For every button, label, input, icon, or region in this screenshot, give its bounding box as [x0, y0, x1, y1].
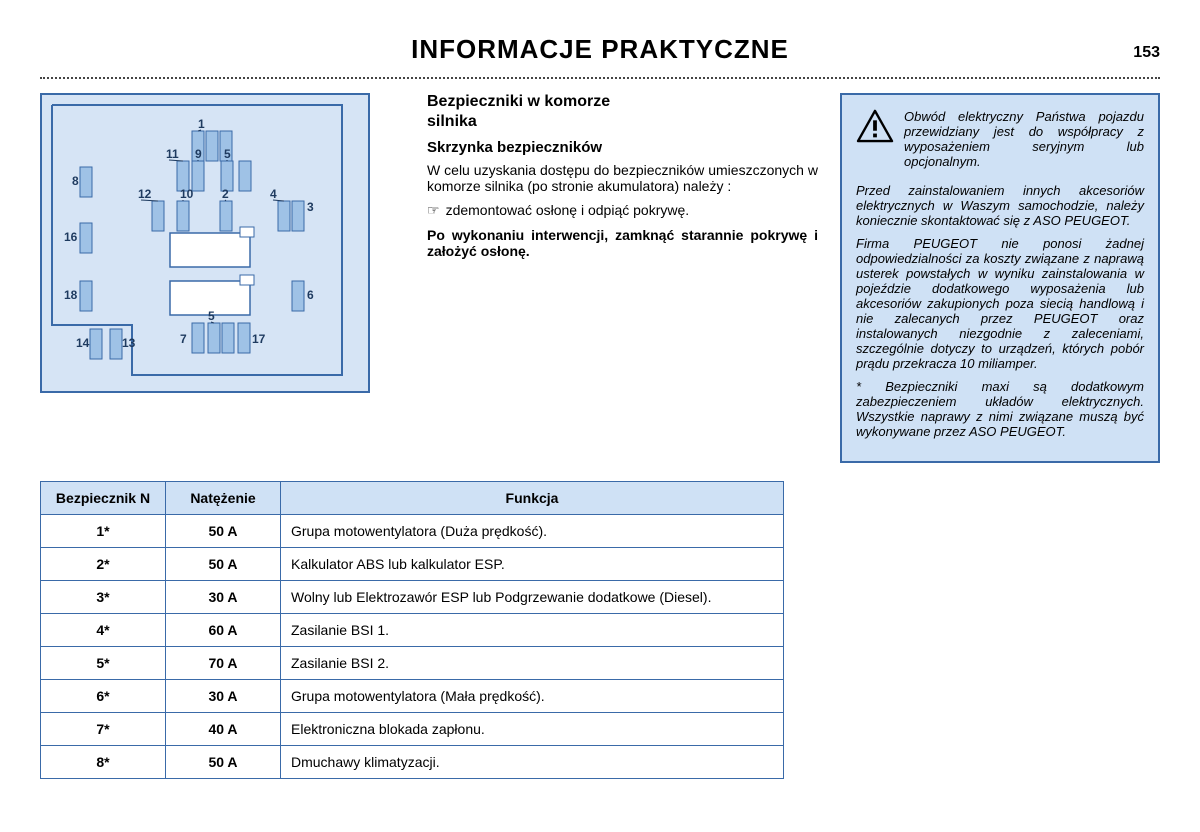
fuse-table: Bezpiecznik N Natężenie Funkcja 1*50 AGr…	[40, 481, 784, 779]
subsection-heading: Skrzynka bezpieczników	[427, 139, 818, 156]
table-row: 4*60 AZasilanie BSI 1.	[41, 614, 784, 647]
cell-amperage: 50 A	[166, 548, 281, 581]
table-row: 8*50 ADmuchawy klimatyzacji.	[41, 746, 784, 779]
warning-p3: Firma PEUGEOT nie ponosi żadnej odpowied…	[856, 236, 1144, 371]
fusebox-svg: 11195121028161813143461775	[42, 95, 368, 391]
cell-fuse-number: 8*	[41, 746, 166, 779]
svg-text:11: 11	[166, 147, 179, 161]
warning-p4: * Bezpieczniki maxi są dodatkowym zabezp…	[856, 379, 1144, 439]
middle-column: Bezpieczniki w komorze silnika Skrzynka …	[427, 93, 818, 463]
warning-box: Obwód elektryczny Państwa pojazdu przewi…	[840, 93, 1160, 463]
warning-p1: Obwód elektryczny Państwa pojazdu przewi…	[904, 109, 1144, 169]
th-function: Funkcja	[281, 482, 784, 515]
cell-fuse-number: 4*	[41, 614, 166, 647]
cell-function: Wolny lub Elektrozawór ESP lub Podgrzewa…	[281, 581, 784, 614]
table-header-row: Bezpiecznik N Natężenie Funkcja	[41, 482, 784, 515]
svg-text:6: 6	[307, 288, 314, 302]
warning-p2: Przed zainstalowaniem innych akcesoriów …	[856, 183, 1144, 228]
svg-text:8: 8	[72, 174, 79, 188]
cell-fuse-number: 7*	[41, 713, 166, 746]
cell-amperage: 50 A	[166, 746, 281, 779]
table-row: 2*50 AKalkulator ABS lub kalkulator ESP.	[41, 548, 784, 581]
left-column: 11195121028161813143461775	[40, 93, 405, 463]
bullet-marker: ☞	[427, 202, 440, 219]
svg-text:16: 16	[64, 230, 78, 244]
warning-header-row: Obwód elektryczny Państwa pojazdu przewi…	[856, 109, 1144, 177]
cell-function: Grupa motowentylatora (Duża prędkość).	[281, 515, 784, 548]
svg-text:14: 14	[76, 336, 90, 350]
section-heading-line1: Bezpieczniki w komorze	[427, 93, 818, 111]
svg-text:5: 5	[208, 309, 215, 323]
bullet-item: ☞ zdemontować osłonę i odpiąć pokrywę.	[427, 202, 818, 219]
cell-amperage: 60 A	[166, 614, 281, 647]
svg-text:9: 9	[195, 147, 202, 161]
cell-amperage: 70 A	[166, 647, 281, 680]
cell-function: Kalkulator ABS lub kalkulator ESP.	[281, 548, 784, 581]
table-row: 7*40 AElektroniczna blokada zapłonu.	[41, 713, 784, 746]
fusebox-diagram: 11195121028161813143461775	[40, 93, 370, 393]
section-heading-line2: silnika	[427, 113, 818, 131]
svg-text:13: 13	[122, 336, 136, 350]
table-row: 5*70 AZasilanie BSI 2.	[41, 647, 784, 680]
bullet-text: zdemontować osłonę i odpiąć pokrywę.	[446, 202, 690, 219]
cell-fuse-number: 3*	[41, 581, 166, 614]
svg-text:12: 12	[138, 187, 152, 201]
cell-function: Dmuchawy klimatyzacji.	[281, 746, 784, 779]
svg-text:17: 17	[252, 332, 266, 346]
th-amperage: Natężenie	[166, 482, 281, 515]
table-wrapper: Bezpiecznik N Natężenie Funkcja 1*50 AGr…	[0, 481, 1200, 779]
svg-text:1: 1	[198, 117, 205, 131]
table-row: 1*50 AGrupa motowentylatora (Duża prędko…	[41, 515, 784, 548]
table-row: 6*30 AGrupa motowentylatora (Mała prędko…	[41, 680, 784, 713]
warning-icon	[856, 109, 894, 143]
table-row: 3*30 AWolny lub Elektrozawór ESP lub Pod…	[41, 581, 784, 614]
cell-amperage: 30 A	[166, 581, 281, 614]
svg-text:4: 4	[270, 187, 277, 201]
cell-amperage: 40 A	[166, 713, 281, 746]
svg-text:18: 18	[64, 288, 78, 302]
bold-instruction: Po wykonaniu interwencji, zamknąć staran…	[427, 227, 818, 259]
svg-text:7: 7	[180, 332, 187, 346]
cell-amperage: 50 A	[166, 515, 281, 548]
intro-paragraph: W celu uzyskania dostępu do bezpiecznikó…	[427, 162, 818, 194]
cell-function: Zasilanie BSI 1.	[281, 614, 784, 647]
svg-text:10: 10	[180, 187, 194, 201]
cell-fuse-number: 5*	[41, 647, 166, 680]
svg-text:3: 3	[307, 200, 314, 214]
columns: 11195121028161813143461775 Bezpieczniki …	[0, 93, 1200, 463]
right-column: Obwód elektryczny Państwa pojazdu przewi…	[840, 93, 1160, 463]
cell-fuse-number: 6*	[41, 680, 166, 713]
svg-text:2: 2	[222, 187, 229, 201]
page-number: 153	[1133, 44, 1160, 62]
cell-amperage: 30 A	[166, 680, 281, 713]
svg-text:5: 5	[224, 147, 231, 161]
cell-function: Elektroniczna blokada zapłonu.	[281, 713, 784, 746]
cell-function: Grupa motowentylatora (Mała prędkość).	[281, 680, 784, 713]
th-fuse-number: Bezpiecznik N	[41, 482, 166, 515]
cell-fuse-number: 2*	[41, 548, 166, 581]
cell-fuse-number: 1*	[41, 515, 166, 548]
separator	[40, 77, 1160, 79]
cell-function: Zasilanie BSI 2.	[281, 647, 784, 680]
page-title: INFORMACJE PRAKTYCZNE	[0, 34, 1200, 65]
